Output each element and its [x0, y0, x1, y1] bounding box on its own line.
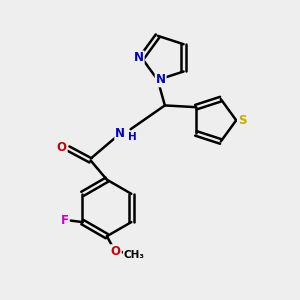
Text: O: O — [111, 245, 121, 258]
Text: H: H — [128, 132, 136, 142]
Text: F: F — [61, 214, 69, 227]
Text: S: S — [238, 114, 246, 127]
Text: CH₃: CH₃ — [124, 250, 145, 260]
Text: O: O — [57, 140, 67, 154]
Text: N: N — [134, 51, 144, 64]
Text: N: N — [115, 127, 125, 140]
Text: N: N — [156, 74, 166, 86]
